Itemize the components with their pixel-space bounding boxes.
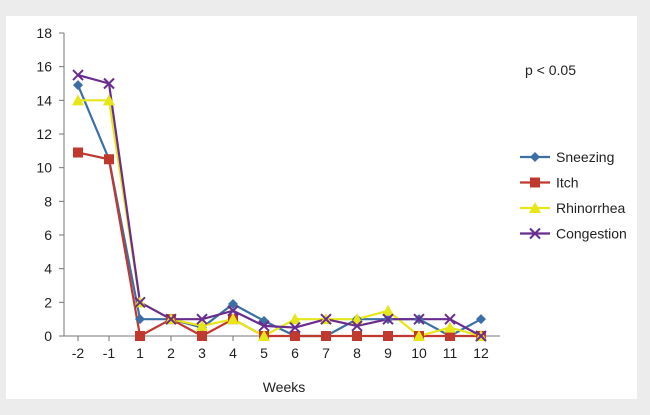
data-point-rhinorrhea — [382, 304, 394, 316]
legend-item-sneezing: Sneezing — [520, 149, 614, 165]
x-tick-label: 4 — [229, 345, 237, 361]
data-point-itch — [197, 331, 207, 341]
legend-label: Sneezing — [556, 149, 614, 165]
data-point-congestion — [382, 313, 394, 325]
data-point-rhinorrhea — [289, 313, 301, 325]
x-tick-label: -2 — [72, 345, 85, 361]
data-point-congestion — [134, 296, 146, 309]
y-tick-label: 4 — [44, 261, 52, 277]
data-point-congestion — [289, 321, 301, 334]
data-point-itch — [445, 331, 455, 341]
x-tick-label: 8 — [353, 345, 361, 361]
significance-annotation: p < 0.05 — [525, 62, 576, 78]
legend: Sneezing Itch Rhinorrhea Congestion — [520, 149, 627, 242]
y-tick-label: 18 — [36, 25, 52, 41]
data-point-congestion — [103, 77, 115, 90]
data-point-congestion — [72, 69, 84, 81]
x-tick-label: 9 — [384, 345, 392, 361]
data-point-itch — [383, 331, 393, 341]
y-tick-label: 10 — [36, 160, 52, 176]
x-tick-label: 2 — [167, 345, 175, 361]
series-lines — [76, 74, 482, 338]
legend-label: Rhinorrhea — [556, 200, 625, 216]
data-point-itch — [321, 331, 331, 341]
x-axis-ticks: -2 -1 1 2 3 4 5 6 7 8 9 10 11 12 — [72, 336, 489, 361]
series-markers — [72, 69, 487, 342]
data-point-congestion — [413, 313, 425, 325]
data-point-congestion — [258, 320, 270, 332]
x-tick-label: 3 — [198, 345, 206, 361]
x-tick-label: -1 — [103, 345, 116, 361]
x-tick-label: 5 — [260, 345, 268, 361]
y-tick-label: 0 — [44, 328, 52, 344]
x-tick-label: 12 — [473, 345, 489, 361]
series-line-congestion — [77, 74, 482, 337]
data-point-congestion — [196, 313, 208, 325]
legend-item-congestion: Congestion — [520, 226, 627, 242]
data-point-sneezing — [73, 80, 83, 91]
series-line-itch — [77, 151, 481, 338]
legend-label: Congestion — [556, 226, 627, 242]
data-point-itch — [104, 154, 114, 165]
y-tick-label: 12 — [36, 126, 52, 142]
data-point-itch — [352, 331, 362, 341]
data-point-congestion — [475, 330, 487, 342]
y-tick-label: 6 — [44, 227, 52, 243]
x-tick-label: 6 — [291, 345, 299, 361]
data-point-itch — [290, 331, 300, 341]
data-point-itch — [135, 331, 145, 341]
data-point-rhinorrhea — [227, 313, 239, 325]
data-point-rhinorrhea — [351, 313, 363, 325]
y-tick-label: 8 — [44, 193, 52, 209]
data-point-rhinorrhea — [444, 321, 456, 333]
y-tick-label: 14 — [36, 92, 52, 108]
data-point-sneezing — [135, 314, 145, 325]
x-tick-label: 10 — [411, 345, 427, 361]
x-tick-label: 7 — [322, 345, 330, 361]
data-point-congestion — [165, 313, 177, 325]
data-point-itch — [73, 147, 83, 158]
data-point-sneezing — [476, 314, 486, 325]
axes — [63, 33, 500, 337]
legend-item-itch: Itch — [520, 175, 579, 191]
data-point-congestion — [227, 305, 239, 317]
data-point-rhinorrhea — [103, 94, 115, 106]
y-axis-ticks: 0 2 4 6 8 10 12 14 16 18 — [36, 25, 64, 344]
data-point-congestion — [444, 313, 456, 325]
x-tick-label: 1 — [136, 345, 144, 361]
legend-marker — [529, 202, 541, 213]
legend-marker — [530, 152, 540, 162]
data-point-rhinorrhea — [196, 319, 208, 331]
x-tick-label: 11 — [443, 345, 458, 361]
legend-item-rhinorrhea: Rhinorrhea — [520, 200, 625, 216]
data-point-rhinorrhea — [258, 330, 270, 341]
data-point-congestion — [351, 320, 363, 332]
y-tick-label: 2 — [44, 294, 52, 310]
y-tick-label: 16 — [36, 59, 52, 75]
x-axis-label: Weeks — [263, 379, 306, 395]
data-point-rhinorrhea — [72, 94, 84, 106]
data-point-rhinorrhea — [413, 330, 425, 341]
legend-marker — [530, 177, 540, 188]
legend-marker — [529, 227, 541, 240]
data-point-sneezing — [228, 299, 238, 310]
data-point-congestion — [320, 313, 332, 325]
legend-label: Itch — [556, 175, 579, 191]
